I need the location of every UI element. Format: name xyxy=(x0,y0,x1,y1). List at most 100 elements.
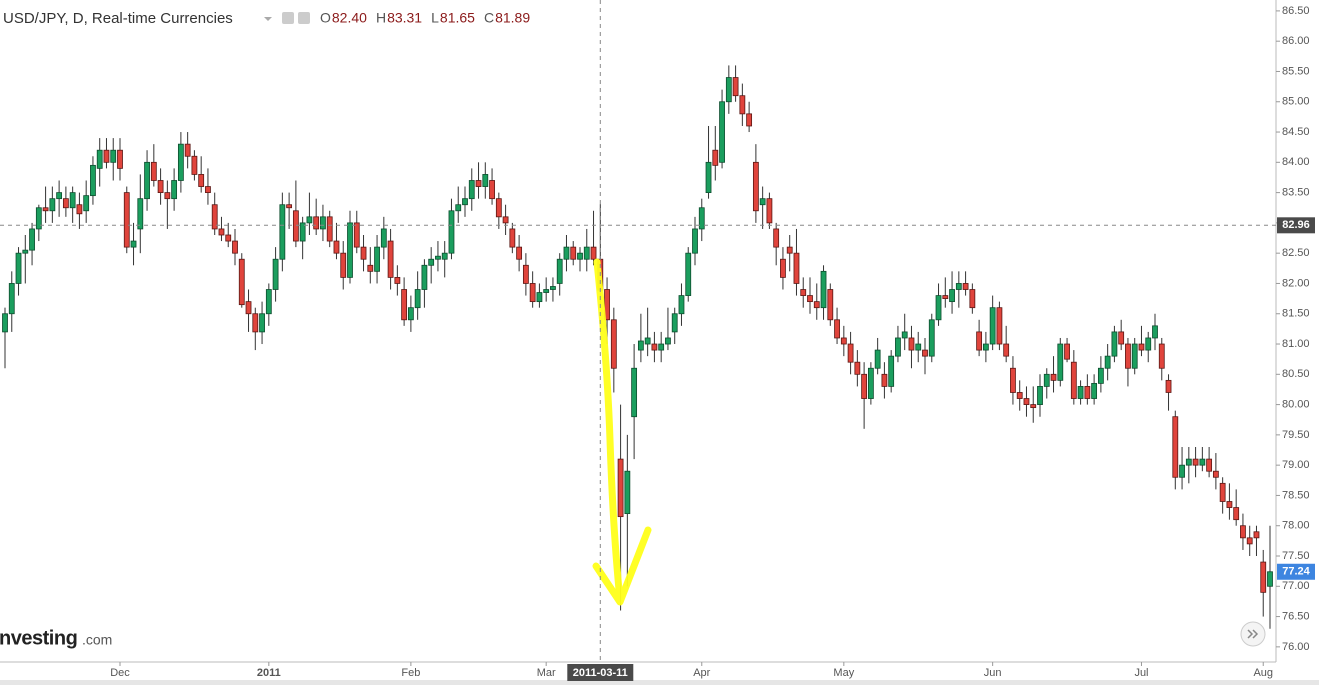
crosshair-date-label: 2011-03-11 xyxy=(573,667,628,679)
candle-body xyxy=(49,198,56,212)
candle-body xyxy=(901,331,908,339)
crosshair-price-label: 82.96 xyxy=(1282,219,1310,231)
candle-body xyxy=(624,470,631,515)
candle-body xyxy=(665,337,671,345)
candle-body xyxy=(820,270,827,309)
candle-body xyxy=(813,301,820,309)
candle-body xyxy=(421,264,428,290)
ohlc-key: O xyxy=(320,10,331,26)
candle-body xyxy=(468,180,475,200)
candle-body xyxy=(103,149,110,163)
y-tick-label: 80.00 xyxy=(1282,398,1310,410)
candle-body xyxy=(367,264,374,272)
candle-body xyxy=(1125,343,1131,369)
ohlc-value: 81.65 xyxy=(440,10,475,26)
candle-body xyxy=(1111,331,1118,357)
candle-body xyxy=(401,289,408,321)
candle-body xyxy=(908,337,915,351)
candle-body xyxy=(976,331,983,351)
candle-body xyxy=(793,252,800,284)
candle-body xyxy=(1260,561,1267,593)
candle-body xyxy=(2,313,8,333)
y-tick-label: 85.00 xyxy=(1282,96,1310,108)
candle-body xyxy=(685,252,692,296)
candle-body xyxy=(570,246,577,260)
candle-body xyxy=(1172,416,1179,478)
y-tick-label: 82.00 xyxy=(1282,277,1310,289)
y-tick-label: 76.50 xyxy=(1282,610,1310,622)
candle-body xyxy=(773,228,780,248)
candle-body xyxy=(1097,367,1104,384)
candle-body xyxy=(1037,386,1043,405)
candle-body xyxy=(435,255,441,260)
candle-body xyxy=(1233,507,1240,521)
y-tick-label: 85.50 xyxy=(1282,65,1310,77)
last-price-box xyxy=(1277,563,1315,580)
candle-body xyxy=(637,340,644,351)
candle-body xyxy=(692,228,698,254)
x-tick-label: 2011 xyxy=(257,667,281,679)
candle-body xyxy=(732,77,739,97)
toggle-icon[interactable] xyxy=(282,12,294,24)
candle-body xyxy=(1267,571,1273,587)
y-tick-label: 81.50 xyxy=(1282,308,1310,320)
candle-body xyxy=(259,313,265,333)
candle-body xyxy=(658,343,665,351)
candle-body xyxy=(238,258,245,306)
candle-body xyxy=(130,240,137,248)
ohlc-value: 82.40 xyxy=(332,10,367,26)
candle-body xyxy=(556,258,563,284)
candle-body xyxy=(671,313,678,333)
candle-body xyxy=(800,289,807,296)
candle-body xyxy=(252,313,259,333)
candle-body xyxy=(928,319,935,357)
candle-body xyxy=(502,216,509,224)
candle-body xyxy=(577,252,583,260)
candle-body xyxy=(353,222,360,248)
candle-body xyxy=(495,198,502,218)
candle-body xyxy=(563,246,570,260)
candle-body xyxy=(1206,458,1213,472)
candle-body xyxy=(15,252,22,284)
scroll-button[interactable] xyxy=(1240,621,1266,647)
candle-body xyxy=(1158,343,1165,369)
candle-body xyxy=(90,164,96,197)
candle-body xyxy=(698,207,705,230)
candle-body xyxy=(861,373,868,399)
candle-body xyxy=(867,367,874,399)
candle-body xyxy=(881,373,888,387)
y-tick-label: 79.50 xyxy=(1282,429,1310,441)
scroll-button-icon[interactable] xyxy=(1247,629,1259,639)
candle-body xyxy=(177,143,184,181)
brand: Investing xyxy=(0,627,77,649)
candle-body xyxy=(888,355,895,387)
crosshair-price-box xyxy=(1277,217,1315,234)
y-tick-label: 81.00 xyxy=(1282,338,1310,350)
candle-body xyxy=(752,161,759,212)
candle-body xyxy=(651,343,658,351)
dropdown-icon[interactable] xyxy=(264,17,272,21)
y-tick-label: 82.50 xyxy=(1282,247,1310,259)
x-tick-label: Jun xyxy=(984,667,1002,679)
candle-body xyxy=(1179,464,1185,478)
candle-body xyxy=(847,343,854,363)
candle-body xyxy=(347,222,353,278)
candle-body xyxy=(746,113,753,127)
ohlc-value: 81.89 xyxy=(495,10,530,26)
arrow-shaft xyxy=(593,258,624,604)
candle-body xyxy=(1212,470,1219,478)
candle-body xyxy=(150,161,157,181)
candle-body xyxy=(1246,537,1253,545)
settings-icon[interactable] xyxy=(298,12,310,24)
candle-body xyxy=(475,180,482,187)
candle-body xyxy=(245,301,252,315)
candle-body xyxy=(407,307,414,321)
candle-body xyxy=(414,289,421,309)
candle-body xyxy=(705,161,712,194)
x-tick-label: May xyxy=(833,667,854,679)
candle-body xyxy=(313,216,320,230)
candle-body xyxy=(989,307,996,345)
candle-body xyxy=(306,216,313,224)
candle-body xyxy=(739,95,746,115)
